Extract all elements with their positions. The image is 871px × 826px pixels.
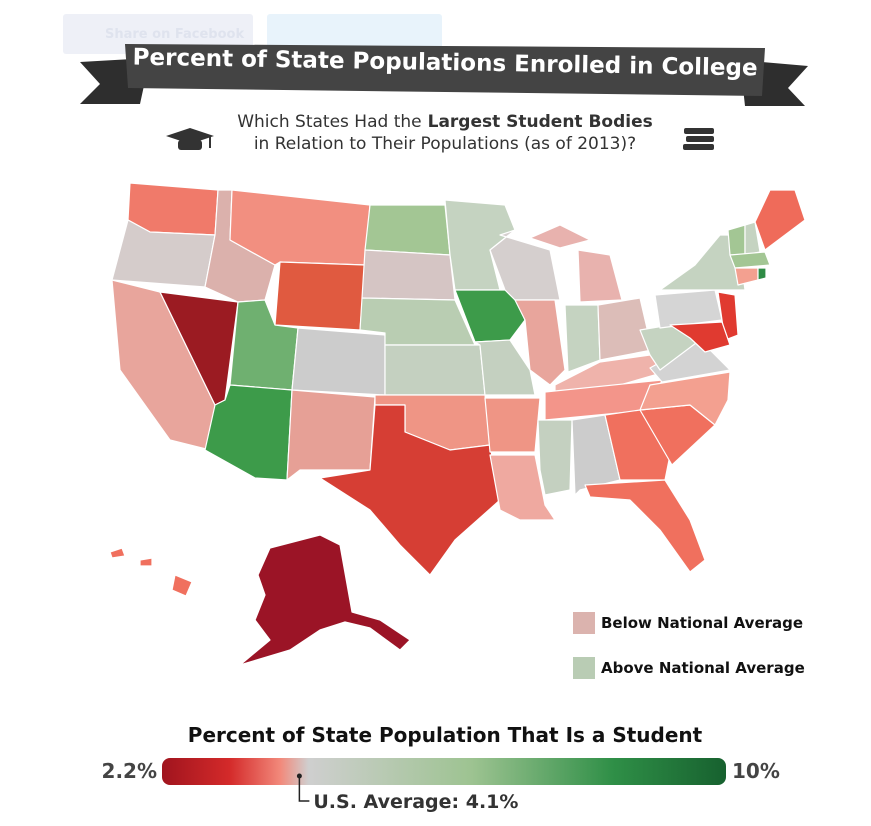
subtitle: in Relation to Their Populations (as of …: [254, 134, 636, 154]
subtitle-bold: Largest Student Bodies: [428, 112, 653, 132]
books-icon: [683, 128, 714, 150]
subtitle-text: Which States Had the: [237, 112, 421, 132]
us-map: [109, 182, 806, 666]
colorbar-min: 2.2%: [102, 759, 157, 783]
subtitle: Which States Had the Largest Student Bodi…: [237, 112, 653, 132]
legend-swatch: [573, 657, 595, 679]
legend-swatch: [573, 612, 595, 634]
legend-label: Above National Average: [601, 659, 805, 677]
ribbon: [125, 44, 765, 96]
average-marker: [296, 773, 302, 779]
colorbar-max: 10%: [732, 759, 780, 783]
average-leader: [298, 776, 310, 802]
average-label: U.S. Average: 4.1%: [313, 791, 518, 813]
legend-label: Below National Average: [601, 614, 803, 632]
colorbar: [162, 758, 726, 785]
colorbar-title: Percent of State Population That Is a St…: [188, 723, 703, 747]
share-button[interactable]: [267, 14, 442, 54]
share-button[interactable]: [63, 14, 253, 54]
cap-icon: [166, 128, 214, 150]
share-label: Share on Facebook: [105, 27, 244, 42]
